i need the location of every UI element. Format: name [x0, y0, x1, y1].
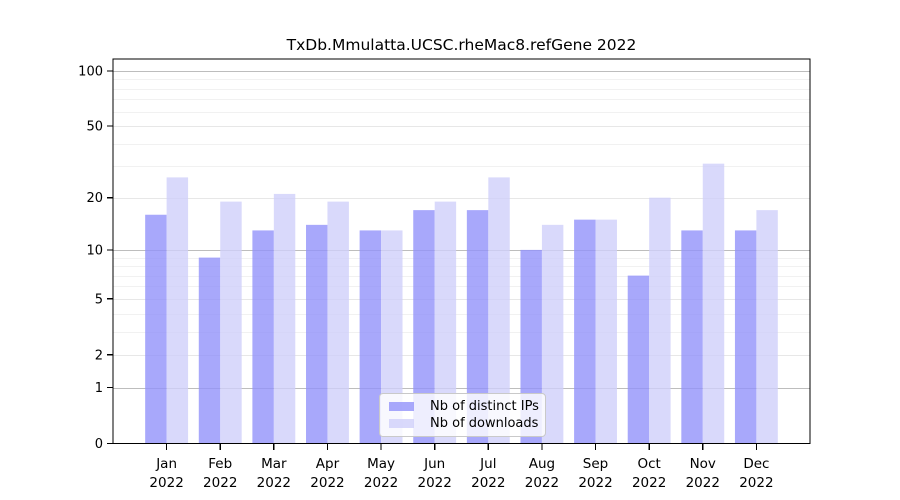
x-tick-label-aug: Aug 2022 — [525, 456, 559, 491]
bar-distinct-ips-feb — [198, 257, 221, 444]
bar-distinct-ips-nov — [681, 230, 703, 444]
bar-downloads-feb — [220, 201, 242, 444]
bar-downloads-jan — [166, 177, 189, 444]
bar-distinct-ips-sep — [574, 219, 596, 444]
bar-distinct-ips-jun — [413, 210, 435, 444]
legend-item-distinct-ips: Nb of distinct IPs — [389, 399, 539, 414]
x-tick-label-dec: Dec 2022 — [739, 456, 773, 491]
x-tick-label-jun: Jun 2022 — [418, 456, 452, 491]
y-tick-label-0: 0 — [95, 437, 103, 452]
y-tick-label-20: 20 — [86, 191, 103, 206]
x-tick-label-mar: Mar 2022 — [257, 456, 291, 491]
bar-distinct-ips-jan — [145, 214, 167, 444]
x-tick-label-apr: Apr 2022 — [310, 456, 344, 491]
legend-label-downloads: Nb of downloads — [430, 416, 539, 431]
bar-distinct-ips-jul — [466, 210, 489, 444]
bar-downloads-nov — [702, 163, 725, 444]
legend-item-downloads: Nb of downloads — [389, 416, 539, 431]
y-tick-label-5: 5 — [95, 292, 103, 307]
legend-swatch-downloads — [389, 419, 414, 428]
y-tick-label-2: 2 — [95, 348, 103, 363]
y-tick-label-50: 50 — [86, 120, 103, 135]
bar-downloads-oct — [649, 197, 671, 444]
x-tick-label-feb: Feb 2022 — [203, 456, 237, 491]
x-tick-label-jan: Jan 2022 — [149, 456, 183, 491]
bar-distinct-ips-mar — [252, 230, 274, 444]
plot-border — [112, 58, 811, 445]
bar-downloads-jul — [488, 177, 510, 444]
bar-downloads-apr — [327, 201, 349, 444]
bar-downloads-mar — [273, 193, 296, 444]
x-tick-label-may: May 2022 — [364, 456, 398, 491]
x-tick-label-nov: Nov 2022 — [686, 456, 720, 491]
bar-downloads-jun — [434, 201, 457, 444]
bar-distinct-ips-apr — [306, 224, 328, 444]
x-tick-label-oct: Oct 2022 — [632, 456, 666, 491]
bar-downloads-sep — [595, 219, 617, 444]
bar-distinct-ips-may — [359, 230, 382, 444]
legend-swatch-distinct-ips — [389, 402, 414, 411]
bar-distinct-ips-dec — [734, 230, 757, 444]
y-tick-label-100: 100 — [78, 64, 103, 79]
y-tick-label-1: 1 — [95, 381, 103, 396]
x-tick-label-jul: Jul 2022 — [471, 456, 505, 491]
bar-downloads-dec — [756, 210, 778, 444]
y-tick-label-10: 10 — [86, 243, 103, 258]
chart-title: TxDb.Mmulatta.UCSC.rheMac8.refGene 2022 — [286, 36, 637, 54]
legend: Nb of distinct IPs Nb of downloads — [379, 393, 546, 437]
bar-distinct-ips-oct — [627, 275, 650, 444]
bar-downloads-aug — [541, 224, 564, 444]
legend-label-distinct-ips: Nb of distinct IPs — [430, 399, 539, 414]
x-tick-label-sep: Sep 2022 — [578, 456, 612, 491]
bar-downloads-may — [381, 230, 403, 444]
